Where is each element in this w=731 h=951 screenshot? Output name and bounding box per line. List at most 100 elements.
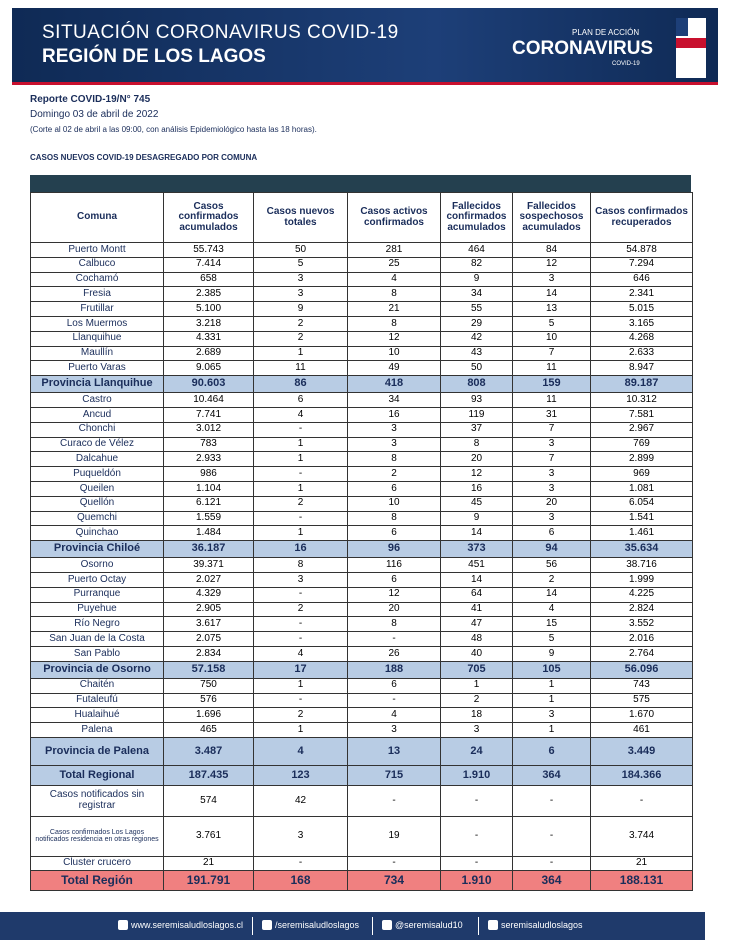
value-cell: 1.910 (440, 764, 513, 786)
comuna-cell: Puyehue (30, 601, 164, 618)
comuna-cell: Quemchi (30, 510, 164, 527)
value-cell: 2 (253, 330, 348, 347)
value-cell: 10.312 (590, 392, 693, 408)
value-cell: 116 (347, 557, 441, 573)
table-row: Los Muermos 3.218 2 8 29 5 3.165 (30, 315, 693, 332)
value-cell: 2.075 (163, 631, 254, 647)
value-cell: 10.464 (163, 392, 254, 408)
comuna-cell: Hualaihué (30, 707, 164, 724)
value-cell: 364 (512, 764, 591, 786)
table-row: Puerto Varas 9.065 11 49 50 11 8.947 (30, 360, 693, 377)
value-cell: 94 (512, 540, 591, 559)
value-cell: 29 (440, 315, 513, 332)
value-cell: 2.899 (590, 451, 693, 468)
table-row: Maullín 2.689 1 10 43 7 2.633 (30, 345, 693, 362)
value-cell: 184.366 (590, 764, 693, 786)
value-cell: 12 (347, 330, 441, 347)
value-cell: 82 (440, 256, 513, 273)
value-cell: 7.581 (590, 406, 693, 423)
comuna-cell: Futaleufú (30, 692, 164, 709)
comuna-cell: Purranque (30, 586, 164, 603)
header-banner: SITUACIÓN CORONAVIRUS COVID-19 REGIÓN DE… (12, 8, 718, 85)
column-header: Casos confirmados acumulados (163, 192, 254, 243)
value-cell: 2.967 (590, 421, 693, 438)
value-cell: 986 (163, 466, 254, 482)
value-cell: 89.187 (590, 375, 693, 394)
value-cell: 2 (347, 466, 441, 482)
logo-top: PLAN DE ACCIÓN (572, 28, 640, 37)
value-cell: 3 (253, 571, 348, 588)
comuna-cell: Osorno (30, 557, 164, 573)
comuna-cell: Quellón (30, 495, 164, 512)
report-number: Reporte COVID-19/N° 745 (30, 94, 151, 105)
value-cell: 34 (440, 286, 513, 303)
value-cell: 3.012 (163, 421, 254, 438)
value-cell: 1 (253, 722, 348, 738)
table-row: Hualaihué 1.696 2 4 18 3 1.670 (30, 707, 693, 724)
value-cell: 8 (347, 286, 441, 303)
value-cell: 574 (163, 784, 254, 817)
data-table: Comuna Casos confirmados acumulados Casos … (30, 192, 693, 891)
table-row: Dalcahue 2.933 1 8 20 7 2.899 (30, 451, 693, 468)
value-cell: 93 (440, 392, 513, 408)
value-cell: 4 (253, 406, 348, 423)
value-cell: 3 (512, 510, 591, 527)
value-cell: 14 (440, 571, 513, 588)
comuna-cell: San Pablo (30, 645, 164, 662)
value-cell: 1 (253, 345, 348, 362)
value-cell: 2.027 (163, 571, 254, 588)
value-cell: 14 (440, 525, 513, 542)
value-cell: 45 (440, 495, 513, 512)
value-cell: 20 (512, 495, 591, 512)
table-row: Frutillar 5.100 9 21 55 13 5.015 (30, 301, 693, 317)
comuna-cell: Maullín (30, 345, 164, 362)
value-cell: 2.933 (163, 451, 254, 468)
table-row: Purranque 4.329-12 64 14 4.225 (30, 586, 693, 603)
table-top-bar (30, 175, 691, 192)
value-cell: 7 (512, 421, 591, 438)
value-cell: - (347, 631, 441, 647)
table-row: Chaitén 750 1 6 1 1 743 (30, 677, 693, 694)
table-row: Provincia Chiloé 36.187 16 96 373 94 35.634 (30, 540, 693, 559)
column-header: Casos confirmados recuperados (590, 192, 693, 243)
comuna-cell: Total Regional (30, 764, 164, 786)
table-row: Quemchi 1.559-8 9 3 1.541 (30, 510, 693, 527)
comuna-cell: Calbuco (30, 256, 164, 273)
value-cell: 191.791 (163, 869, 254, 891)
value-cell: 12 (512, 256, 591, 273)
column-header: Comuna (30, 192, 164, 243)
table-row: Puqueldón 986-2 12 3 969 (30, 466, 693, 482)
value-cell: 38.716 (590, 557, 693, 573)
value-cell: 3 (512, 466, 591, 482)
comuna-cell: Río Negro (30, 616, 164, 633)
table-row: Río Negro 3.617-8 47 15 3.552 (30, 616, 693, 633)
table-row: Total Región 191.791 168 734 1.910 364 188.131 (30, 869, 693, 891)
value-cell: 39.371 (163, 557, 254, 573)
value-cell: 5 (512, 631, 591, 647)
table-row: Chonchi 3.012-3 37 7 2.967 (30, 421, 693, 438)
value-cell: 4 (253, 645, 348, 662)
value-cell: 48 (440, 631, 513, 647)
comuna-cell: Dalcahue (30, 451, 164, 468)
separator (252, 917, 253, 935)
value-cell: 576 (163, 692, 254, 709)
value-cell: 808 (440, 375, 513, 394)
value-cell: 2 (512, 571, 591, 588)
value-cell: 5.015 (590, 301, 693, 317)
table-row: Castro 10.464 6 34 93 11 10.312 (30, 392, 693, 408)
value-cell: 6 (347, 677, 441, 694)
value-cell: 7.294 (590, 256, 693, 273)
table-row: Cluster crucero 21- - - -21 (30, 855, 693, 871)
value-cell: 2.764 (590, 645, 693, 662)
value-cell: 1.461 (590, 525, 693, 542)
value-cell: 56.096 (590, 660, 693, 679)
value-cell: - (590, 784, 693, 817)
table-row: Curaco de Vélez 783 1 3 8 3 769 (30, 436, 693, 453)
value-cell: 1.999 (590, 571, 693, 588)
value-cell: 646 (590, 271, 693, 288)
value-cell: 36.187 (163, 540, 254, 559)
comuna-cell: Frutillar (30, 301, 164, 317)
table-row: Puerto Montt 55.743 50 281 464 84 54.878 (30, 242, 693, 258)
column-header: Fallecidos confirmados acumulados (440, 192, 513, 243)
value-cell: 188 (347, 660, 441, 679)
